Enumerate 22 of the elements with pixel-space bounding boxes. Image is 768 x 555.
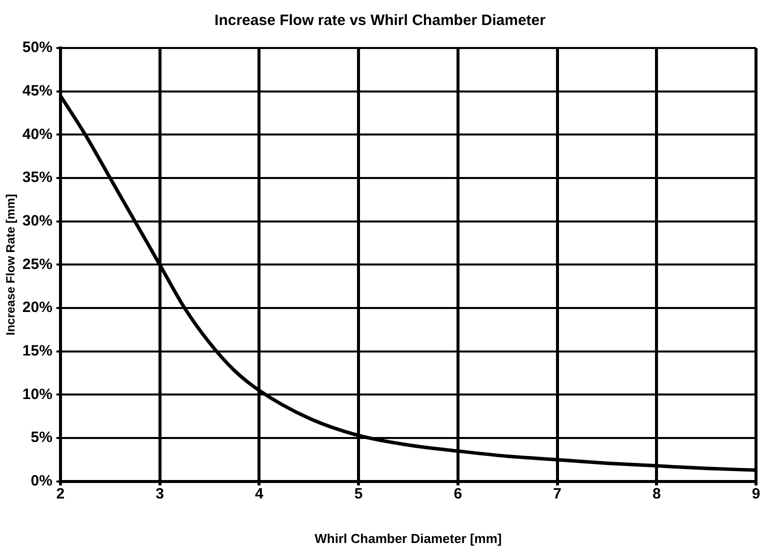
y-tick-label: 50% [22,39,52,56]
x-tick-label: 5 [354,486,363,503]
y-tick-label: 40% [22,126,52,143]
y-tick-label: 15% [22,342,52,360]
y-tick-label: 5% [30,429,52,446]
y-tick-label: 45% [22,82,52,100]
y-tick-label: 25% [22,256,52,273]
y-tick-label: 30% [22,212,52,230]
x-tick-label: 9 [752,486,760,503]
x-tick-label: 4 [254,486,264,503]
x-tick-label: 2 [56,486,65,503]
x-axis-title: Whirl Chamber Diameter [mm] [314,530,502,546]
y-tick-label: 10% [22,386,52,403]
x-tick-label: 8 [652,486,661,503]
y-tick-label: 0% [30,472,52,490]
y-tick-label: 20% [22,299,52,316]
x-tick-label: 3 [156,486,164,503]
x-tick-label: 6 [454,486,462,503]
chart-title: Increase Flow rate vs Whirl Chamber Diameter [214,12,546,30]
y-tick-label: 35% [22,169,52,186]
y-axis-title: Increase Flow Rate [mm] [4,194,18,336]
x-tick-label: 7 [553,486,562,503]
